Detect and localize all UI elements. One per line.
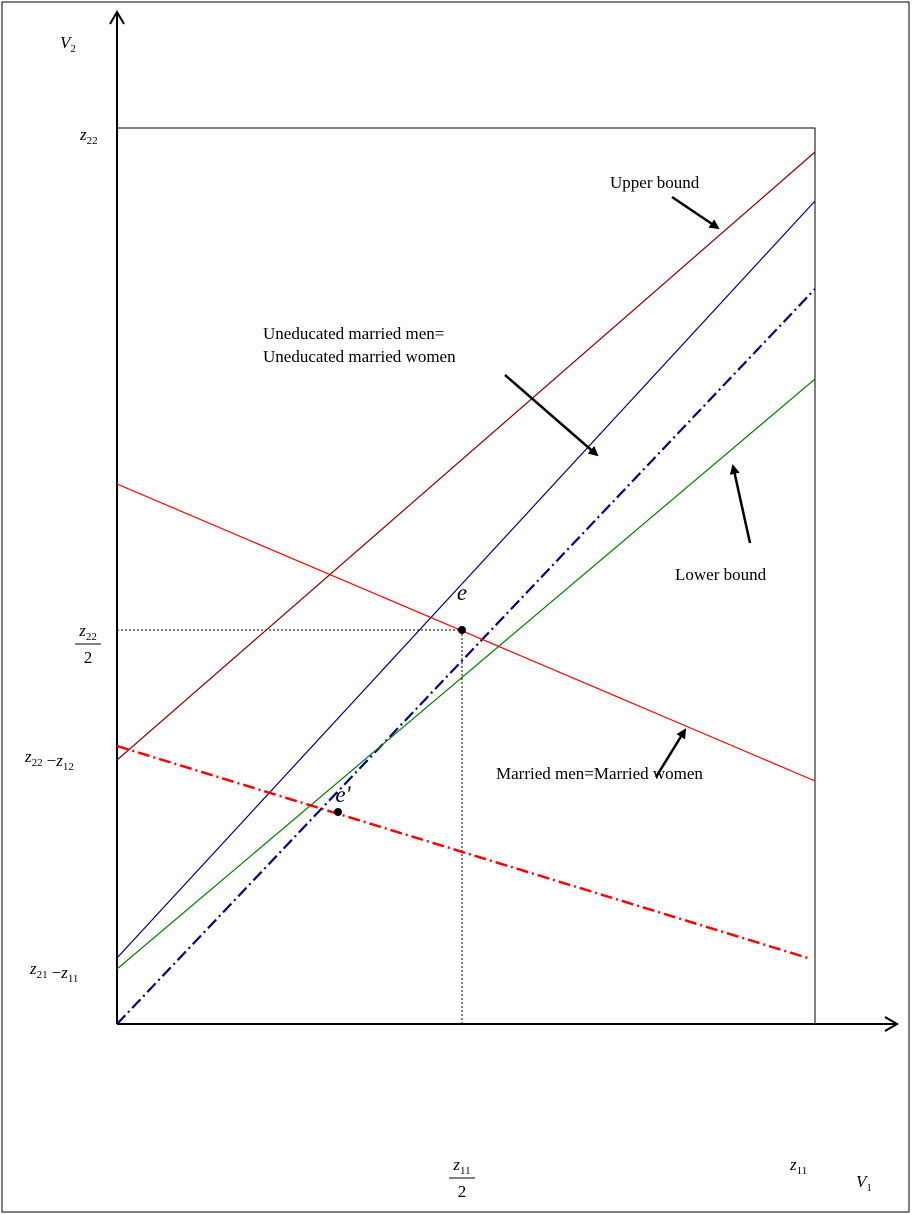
annotation: Lower bound [675, 565, 767, 584]
married-line [116, 483, 816, 782]
married-dashdot-line [116, 744, 809, 960]
lower-bound-line [116, 378, 816, 970]
label-part: z [789, 1155, 797, 1174]
label-part: 11 [797, 1165, 808, 1177]
label-part: z [79, 125, 87, 144]
label-part: z [29, 959, 37, 978]
arrow [504, 374, 599, 457]
label-part: 22 [32, 757, 43, 769]
point [334, 808, 342, 816]
point [458, 626, 466, 634]
label-part: − [47, 751, 57, 770]
label-part: 12 [63, 761, 74, 773]
arrow [654, 728, 687, 778]
upper-bound-line [116, 151, 816, 761]
label-part: z [55, 751, 63, 770]
arrow [671, 195, 720, 230]
axis-label: z22 [79, 125, 98, 147]
label-part: V [60, 33, 73, 52]
label-part: 11 [68, 973, 79, 985]
dashdot-line [116, 288, 816, 1025]
uneducated-line [116, 200, 816, 959]
arrow [729, 464, 752, 544]
label-part: 21 [37, 969, 48, 981]
tick-label: z11 [452, 1155, 470, 1177]
tick-label: z22 −z12 [24, 747, 74, 773]
label-part: 2 [70, 43, 76, 55]
label-part: z [78, 621, 86, 640]
annotation: Uneducated married men= [263, 324, 444, 343]
axis-label: V2 [60, 33, 76, 55]
axis-label: V1 [856, 1172, 872, 1194]
point-label: e [457, 580, 467, 605]
annotation: Married men=Married women [496, 764, 703, 783]
label-part: 22 [87, 135, 98, 147]
label-part: 11 [460, 1165, 471, 1177]
label-part: V [856, 1172, 869, 1191]
label-part: z [60, 963, 68, 982]
tick-label: 2 [458, 1182, 467, 1201]
label-part: z [452, 1155, 460, 1174]
label-part: − [52, 963, 62, 982]
tick-label: z22 [78, 621, 97, 643]
tick-label: z21 −z11 [29, 959, 78, 985]
label-part: z [24, 747, 32, 766]
axis-label: z11 [789, 1155, 807, 1177]
tick-label: 2 [84, 648, 93, 667]
box [117, 127, 816, 1024]
point-label: e' [335, 782, 351, 807]
annotation: Upper bound [610, 173, 700, 192]
annotation: Uneducated married women [263, 347, 456, 366]
label-part: 22 [86, 631, 97, 643]
label-part: 1 [866, 1182, 872, 1194]
